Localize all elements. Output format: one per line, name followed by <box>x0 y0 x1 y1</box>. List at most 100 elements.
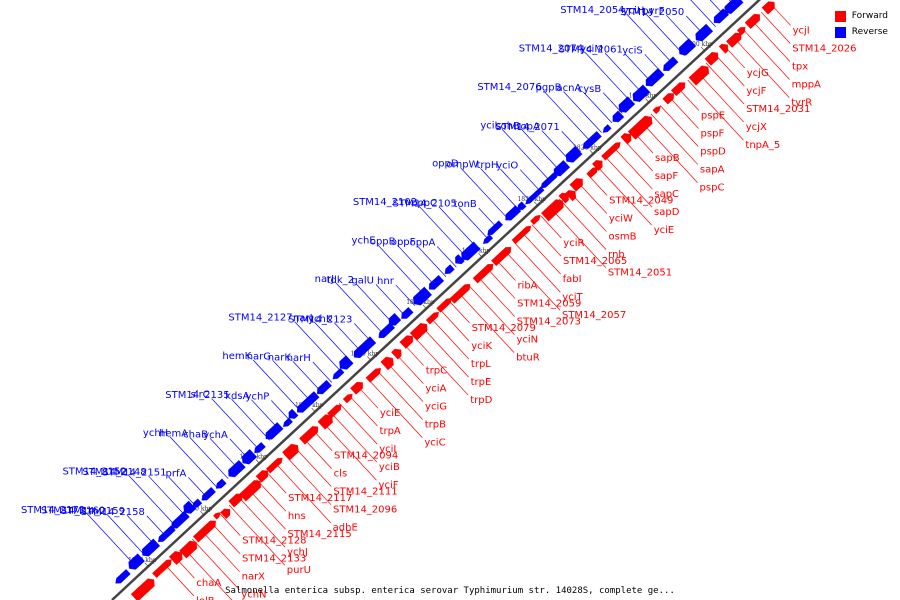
label-connector <box>201 530 240 572</box>
legend-label-reverse: Reverse <box>851 27 888 37</box>
label-connector <box>501 129 550 181</box>
forward-gene-arrow <box>282 443 299 461</box>
label-connector <box>531 224 562 257</box>
forward-gene-label: STM14_2096 <box>333 505 397 516</box>
forward-gene-label: pspD <box>700 147 726 158</box>
reverse-gene-label: yciM <box>580 44 603 55</box>
reverse-gene-label: sirC <box>191 389 210 400</box>
kbp-tick <box>422 304 427 309</box>
label-connector <box>595 164 652 226</box>
forward-gene-label: STM14_2049 <box>609 195 673 206</box>
reverse-gene-label: oppF <box>391 237 416 248</box>
reverse-gene-label: STM14_2160 <box>41 506 105 517</box>
label-connector <box>714 54 745 87</box>
label-connector <box>760 11 791 44</box>
label-connector <box>503 249 561 311</box>
reverse-gene-label: ychE <box>352 236 376 247</box>
reverse-gene-arrow <box>724 0 744 14</box>
label-connector <box>366 377 423 438</box>
forward-gene-label: tnpA_5 <box>745 140 780 151</box>
reverse-gene-arrow <box>142 538 161 557</box>
forward-gene-label: trpC <box>426 366 447 377</box>
label-connector <box>106 514 146 556</box>
label-connector <box>577 181 608 214</box>
label-connector <box>751 20 791 62</box>
label-connector <box>421 326 469 378</box>
label-connector <box>460 167 509 220</box>
label-connector <box>584 52 633 104</box>
forward-gene-label: STM14_2031 <box>746 104 810 115</box>
reverse-gene-label: STM14_2135 <box>165 390 229 401</box>
reverse-gene-label: STM14_2105 <box>393 198 457 209</box>
label-connector <box>520 169 540 191</box>
forward-gene-arrow <box>168 551 183 565</box>
forward-gene-label: cls <box>334 469 348 480</box>
label-connector <box>543 90 592 143</box>
forward-gene-label: trpA <box>380 426 401 437</box>
reverse-gene-arrow <box>618 96 636 113</box>
forward-gene-arrow <box>265 457 283 474</box>
label-connector <box>211 398 260 451</box>
forward-gene-arrow <box>152 559 172 579</box>
reverse-gene-arrow <box>632 84 651 102</box>
label-connector <box>377 244 426 297</box>
reverse-gene-arrow <box>444 264 455 274</box>
reverse-gene-label: prfA <box>166 468 187 479</box>
reverse-gene-label: oppD <box>432 159 459 170</box>
reverse-gene-arrow <box>517 201 527 211</box>
reverse-gene-label: STM14_2158 <box>81 507 145 518</box>
forward-gene-arrow <box>761 1 775 15</box>
label-connector <box>626 13 675 66</box>
forward-gene-label: STM14_2111 <box>333 487 397 498</box>
label-connector <box>476 275 516 317</box>
label-connector <box>430 317 470 360</box>
label-connector <box>437 246 457 268</box>
kbp-label: 1890 kbp <box>184 505 213 512</box>
forward-gene-label: STM14_2133 <box>242 554 306 565</box>
label-connector <box>742 28 790 80</box>
forward-gene-label: tyrR <box>791 98 812 109</box>
forward-gene-label: sapA <box>700 165 725 176</box>
label-connector <box>678 88 700 111</box>
forward-gene-label: sapF <box>655 171 679 182</box>
forward-gene-label: ycjI <box>793 25 810 36</box>
forward-gene-arrow <box>327 404 342 419</box>
reverse-gene-label: pgpB <box>536 82 562 93</box>
forward-gene-arrow <box>239 480 261 502</box>
reverse-gene-arrow <box>645 67 665 87</box>
forward-gene-label: yciK <box>471 341 492 352</box>
forward-gene-arrow <box>736 26 746 36</box>
label-connector <box>338 402 378 445</box>
label-connector <box>293 445 332 487</box>
reverse-gene-arrow <box>602 124 612 133</box>
forward-gene-label: yciF <box>379 480 399 491</box>
forward-gene-label: yciT <box>562 292 583 303</box>
forward-gene-label: trpE <box>471 377 492 388</box>
reverse-gene-label: sohB <box>495 121 520 132</box>
label-connector <box>189 437 229 479</box>
label-connector <box>292 361 322 393</box>
label-connector <box>247 487 286 530</box>
reverse-gene-arrow <box>695 23 714 42</box>
forward-gene-label: adhE <box>333 523 358 534</box>
genome-title-caption: Salmonella enterica subsp. enterica sero… <box>225 586 675 596</box>
forward-gene-arrow <box>601 142 621 161</box>
label-connector <box>438 206 478 249</box>
label-connector <box>219 513 241 536</box>
label-connector <box>733 37 790 98</box>
forward-gene-arrow <box>652 106 661 115</box>
label-connector <box>417 245 447 277</box>
reverse-gene-arrow <box>413 286 433 306</box>
label-connector <box>209 438 239 470</box>
label-connector-lines <box>86 0 791 600</box>
label-connector <box>320 419 377 481</box>
reverse-gene-label: yciL <box>480 120 500 131</box>
reverse-gene-label: ychA <box>203 430 228 441</box>
forward-gene-label: sapC <box>654 189 679 200</box>
forward-gene-label: yciG <box>425 402 447 413</box>
forward-gene-label: mppA <box>792 80 821 91</box>
kbp-tick <box>144 562 149 567</box>
forward-gene-label: btuR <box>516 353 540 364</box>
legend: Forward Reverse <box>834 8 888 40</box>
reverse-gene-label: topA <box>517 122 540 133</box>
